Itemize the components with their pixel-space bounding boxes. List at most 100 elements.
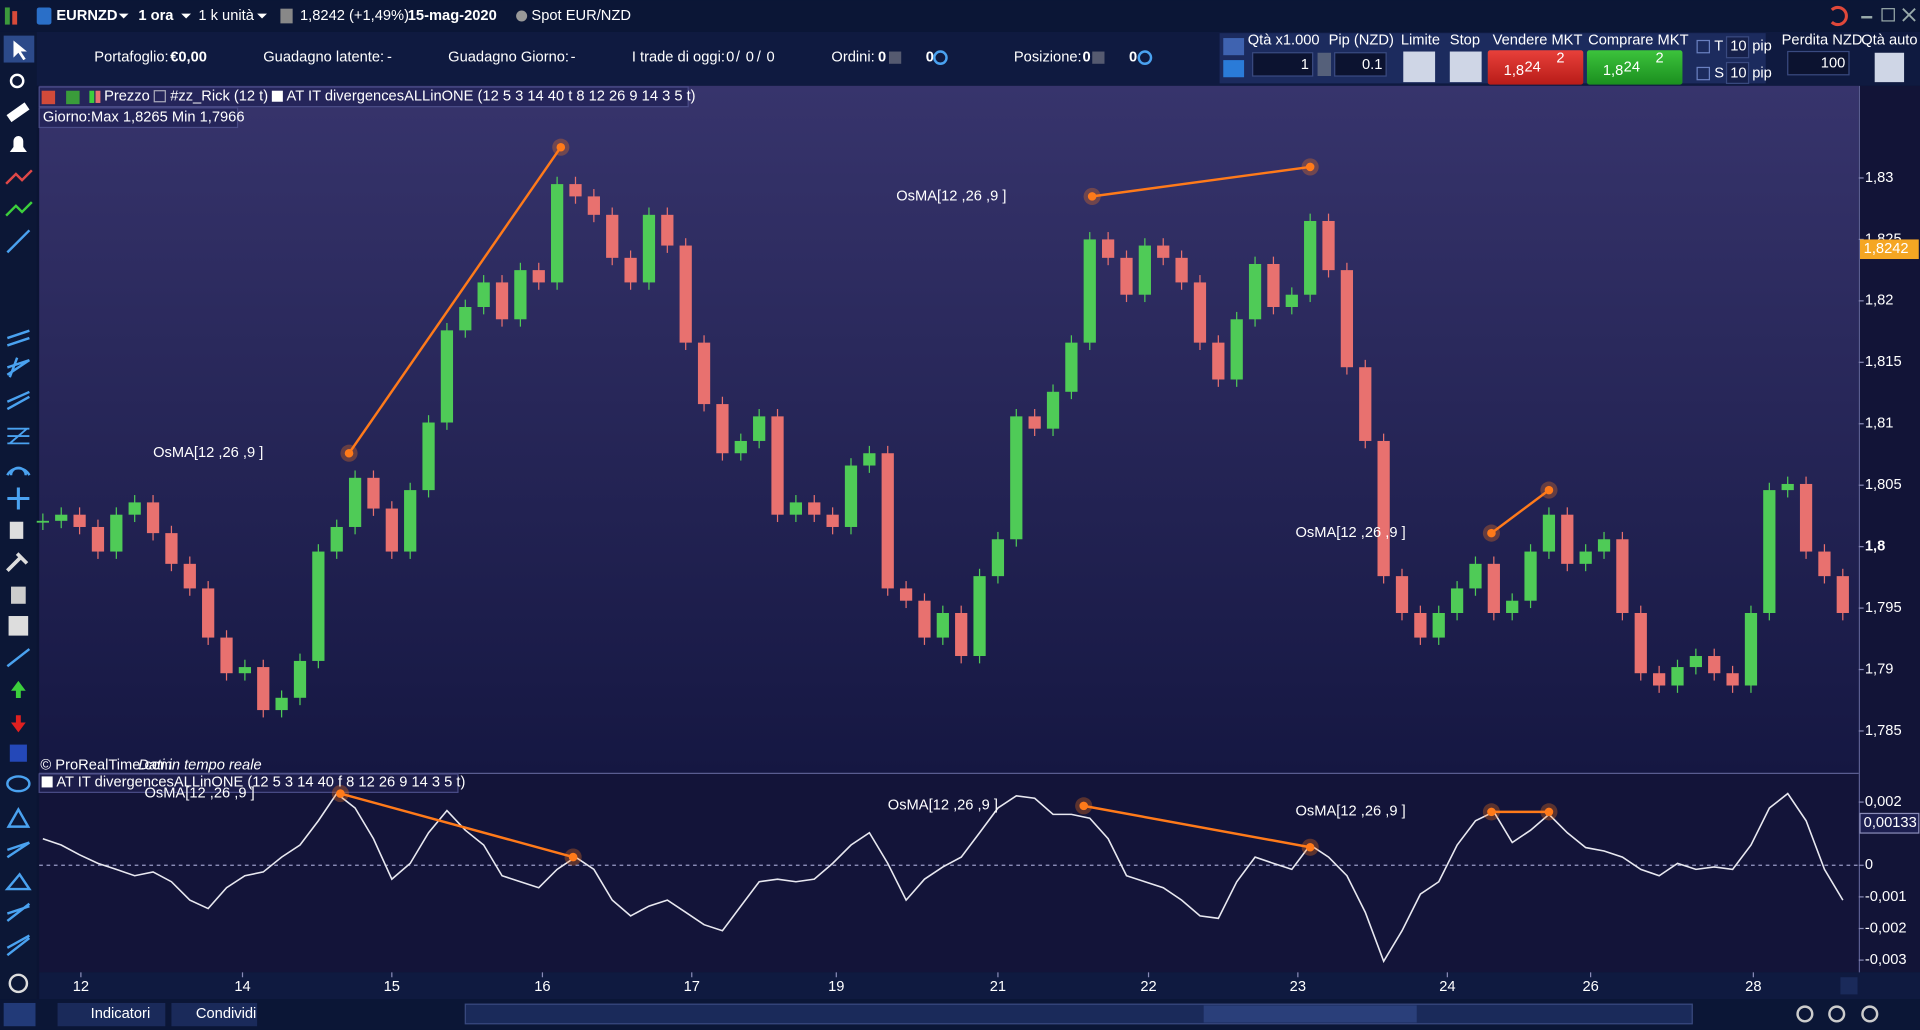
share-button[interactable] xyxy=(171,1002,258,1027)
cancel-icon[interactable] xyxy=(1092,51,1105,64)
fibo-tool[interactable] xyxy=(7,427,30,445)
move-tool[interactable] xyxy=(7,487,30,510)
candle xyxy=(1469,563,1482,589)
value: 0 xyxy=(1129,50,1137,66)
checkbox[interactable] xyxy=(1696,39,1710,54)
copy-tool[interactable] xyxy=(9,521,24,539)
ellipse-tool[interactable] xyxy=(6,775,31,793)
source: © ProRealTime.com xyxy=(40,757,172,773)
y-tick-label: 0 xyxy=(1865,857,1873,873)
minimize[interactable] xyxy=(1861,16,1873,19)
value: - xyxy=(571,50,576,66)
dropdown-arrow[interactable] xyxy=(181,13,192,19)
channel-tool[interactable] xyxy=(6,841,31,859)
ruler-tool[interactable] xyxy=(6,102,30,123)
zoom-out[interactable] xyxy=(1828,1005,1846,1023)
candle xyxy=(293,660,307,698)
button-label[interactable]: Indicatori xyxy=(91,1006,151,1022)
candle xyxy=(110,514,123,552)
candle xyxy=(202,588,215,638)
settings-tool[interactable] xyxy=(6,552,29,573)
zoom-in[interactable] xyxy=(1861,1005,1879,1023)
scrollbar[interactable] xyxy=(464,1003,1693,1025)
order-settings-icon[interactable] xyxy=(1223,38,1245,56)
candle xyxy=(1836,576,1849,614)
text-tool[interactable] xyxy=(8,616,29,636)
symbol-icon[interactable] xyxy=(36,7,52,25)
stop-button[interactable] xyxy=(1449,51,1482,83)
candle xyxy=(330,526,343,552)
divergence-point xyxy=(344,448,354,458)
sync-icon[interactable] xyxy=(1830,5,1848,27)
pip-input[interactable] xyxy=(1725,61,1750,84)
auto-qty-button[interactable] xyxy=(1874,52,1905,83)
legend-icon[interactable] xyxy=(66,90,80,105)
line-tool[interactable] xyxy=(5,201,33,217)
input-value: 0.1 xyxy=(1362,57,1382,73)
pip-input[interactable] xyxy=(1725,36,1750,59)
qty-input[interactable] xyxy=(1252,52,1314,77)
cancel-icon[interactable] xyxy=(888,51,902,64)
info-icon[interactable] xyxy=(280,8,293,24)
candle xyxy=(1046,391,1060,429)
sell-arrow-tool[interactable] xyxy=(11,715,26,733)
label: Qtà x1.000 xyxy=(1248,32,1320,48)
checkbox[interactable] xyxy=(1696,66,1710,81)
indicators-button[interactable] xyxy=(57,1002,166,1027)
button-label[interactable]: Condividi xyxy=(196,1006,256,1022)
triangle-tool[interactable] xyxy=(6,807,31,828)
candle xyxy=(1359,367,1372,441)
legend-icon[interactable] xyxy=(41,90,56,105)
status-dot xyxy=(516,10,528,22)
gear-icon[interactable] xyxy=(933,50,948,65)
gear-icon[interactable] xyxy=(1137,50,1153,65)
pitchfork-tool[interactable] xyxy=(6,390,30,411)
scroll-right[interactable] xyxy=(1840,977,1858,995)
candle xyxy=(753,416,766,441)
rect-tool[interactable] xyxy=(9,744,27,762)
arc-tool[interactable] xyxy=(6,466,31,476)
sell-button[interactable] xyxy=(1487,50,1584,85)
units: 1 k unità xyxy=(198,8,254,24)
fan-tool[interactable] xyxy=(6,357,31,378)
pip-input[interactable] xyxy=(1334,52,1387,77)
candle xyxy=(1102,239,1115,258)
day-range-box xyxy=(38,107,239,129)
line-tool[interactable] xyxy=(5,169,33,185)
maximize[interactable] xyxy=(1881,8,1895,22)
candle xyxy=(128,502,141,515)
x-tick-label: 23 xyxy=(1290,979,1306,995)
candle xyxy=(1010,416,1023,540)
pattern-tool[interactable] xyxy=(4,872,32,891)
buy-button[interactable] xyxy=(1586,50,1683,85)
pitchfork-tool[interactable] xyxy=(6,934,31,957)
trendline-tool[interactable] xyxy=(6,229,31,254)
close[interactable] xyxy=(1902,8,1916,22)
pointer-tool[interactable] xyxy=(13,40,27,61)
segment-tool[interactable] xyxy=(6,648,31,668)
loss-input[interactable] xyxy=(1787,50,1850,76)
candle xyxy=(826,514,839,527)
delete-tool[interactable] xyxy=(11,586,26,604)
label: Stop xyxy=(1450,32,1480,48)
alert-tool[interactable] xyxy=(9,136,27,152)
scroll-thumb[interactable] xyxy=(1203,1005,1417,1023)
channel-tool[interactable] xyxy=(6,329,30,347)
chart-icon[interactable] xyxy=(4,7,10,25)
divergence-point xyxy=(1544,807,1554,817)
legend-swatch xyxy=(271,90,283,102)
link-icon[interactable] xyxy=(1317,52,1332,77)
zoom-tool[interactable] xyxy=(9,73,25,89)
keyboard-icon[interactable] xyxy=(1223,60,1245,78)
x-tick-label: 21 xyxy=(990,979,1006,995)
dropdown-arrow[interactable] xyxy=(257,13,267,19)
x-tick-label: 17 xyxy=(684,979,700,995)
dropdown-arrow[interactable] xyxy=(118,13,129,19)
limit-button[interactable] xyxy=(1403,51,1436,83)
options-tool[interactable] xyxy=(8,973,29,994)
buy-arrow-tool[interactable] xyxy=(11,680,26,699)
style-button[interactable] xyxy=(3,1002,36,1027)
zoom-reset[interactable] xyxy=(1796,1005,1814,1023)
instrument: Spot EUR/NZD xyxy=(531,8,631,24)
fan-tool[interactable] xyxy=(6,902,31,922)
